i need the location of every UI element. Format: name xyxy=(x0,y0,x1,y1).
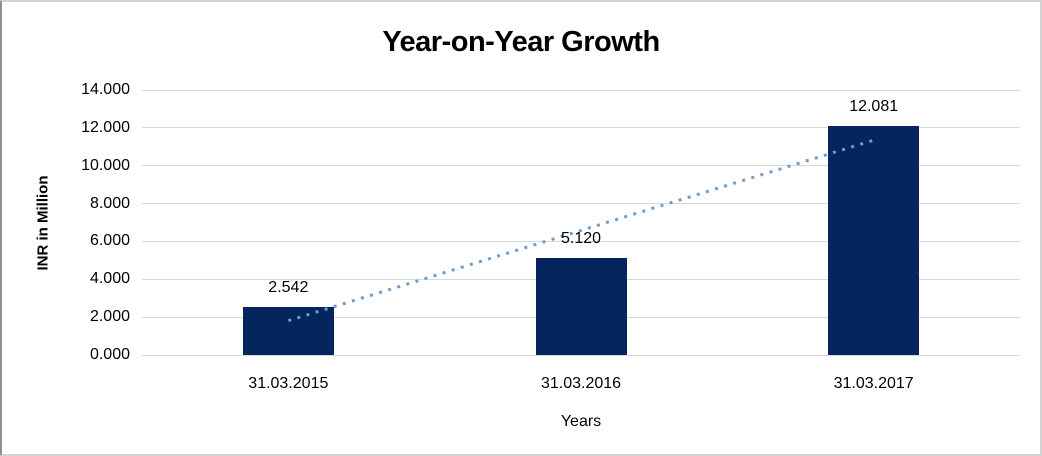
trendline xyxy=(287,138,875,323)
y-tick-label: 14.000 xyxy=(81,81,130,98)
y-axis-tick-labels: 0.000 2.000 4.000 6.000 8.000 10.000 12.000 14.… xyxy=(2,81,130,363)
trendline-path xyxy=(287,138,875,323)
gridline xyxy=(142,354,1020,356)
bar xyxy=(535,258,627,355)
x-axis-tick-labels: 31.03.2015 31.03.2016 31.03.2017 xyxy=(142,374,1020,394)
bar xyxy=(828,126,920,355)
x-tick-label: 31.03.2016 xyxy=(540,375,622,392)
gridline xyxy=(142,127,1020,129)
plot-area: 2.542 5.120 12.081 xyxy=(142,89,1020,356)
y-tick-label: 4.000 xyxy=(89,270,130,288)
y-tick-label: 0.000 xyxy=(89,346,130,363)
y-tick-label: 8.000 xyxy=(89,194,130,212)
x-tick-label: 31.03.2015 xyxy=(248,375,329,392)
gridline xyxy=(142,240,1020,242)
chart-title: Year-on-Year Growth xyxy=(382,26,660,58)
y-tick-label: 10.000 xyxy=(81,156,130,174)
bar xyxy=(242,306,334,355)
x-axis-title: Years xyxy=(560,413,602,430)
gridline xyxy=(142,165,1020,167)
bar-value-label: 5.120 xyxy=(560,230,602,248)
y-tick-label: 6.000 xyxy=(89,232,130,250)
gridline xyxy=(142,89,1020,91)
bar-value-label: 12.081 xyxy=(849,98,899,116)
bar-value-label: 2.542 xyxy=(268,278,309,296)
y-tick-label: 2.000 xyxy=(89,308,130,326)
gridline xyxy=(142,203,1020,205)
x-tick-label: 31.03.2017 xyxy=(833,375,914,392)
y-tick-label: 12.000 xyxy=(81,118,130,136)
